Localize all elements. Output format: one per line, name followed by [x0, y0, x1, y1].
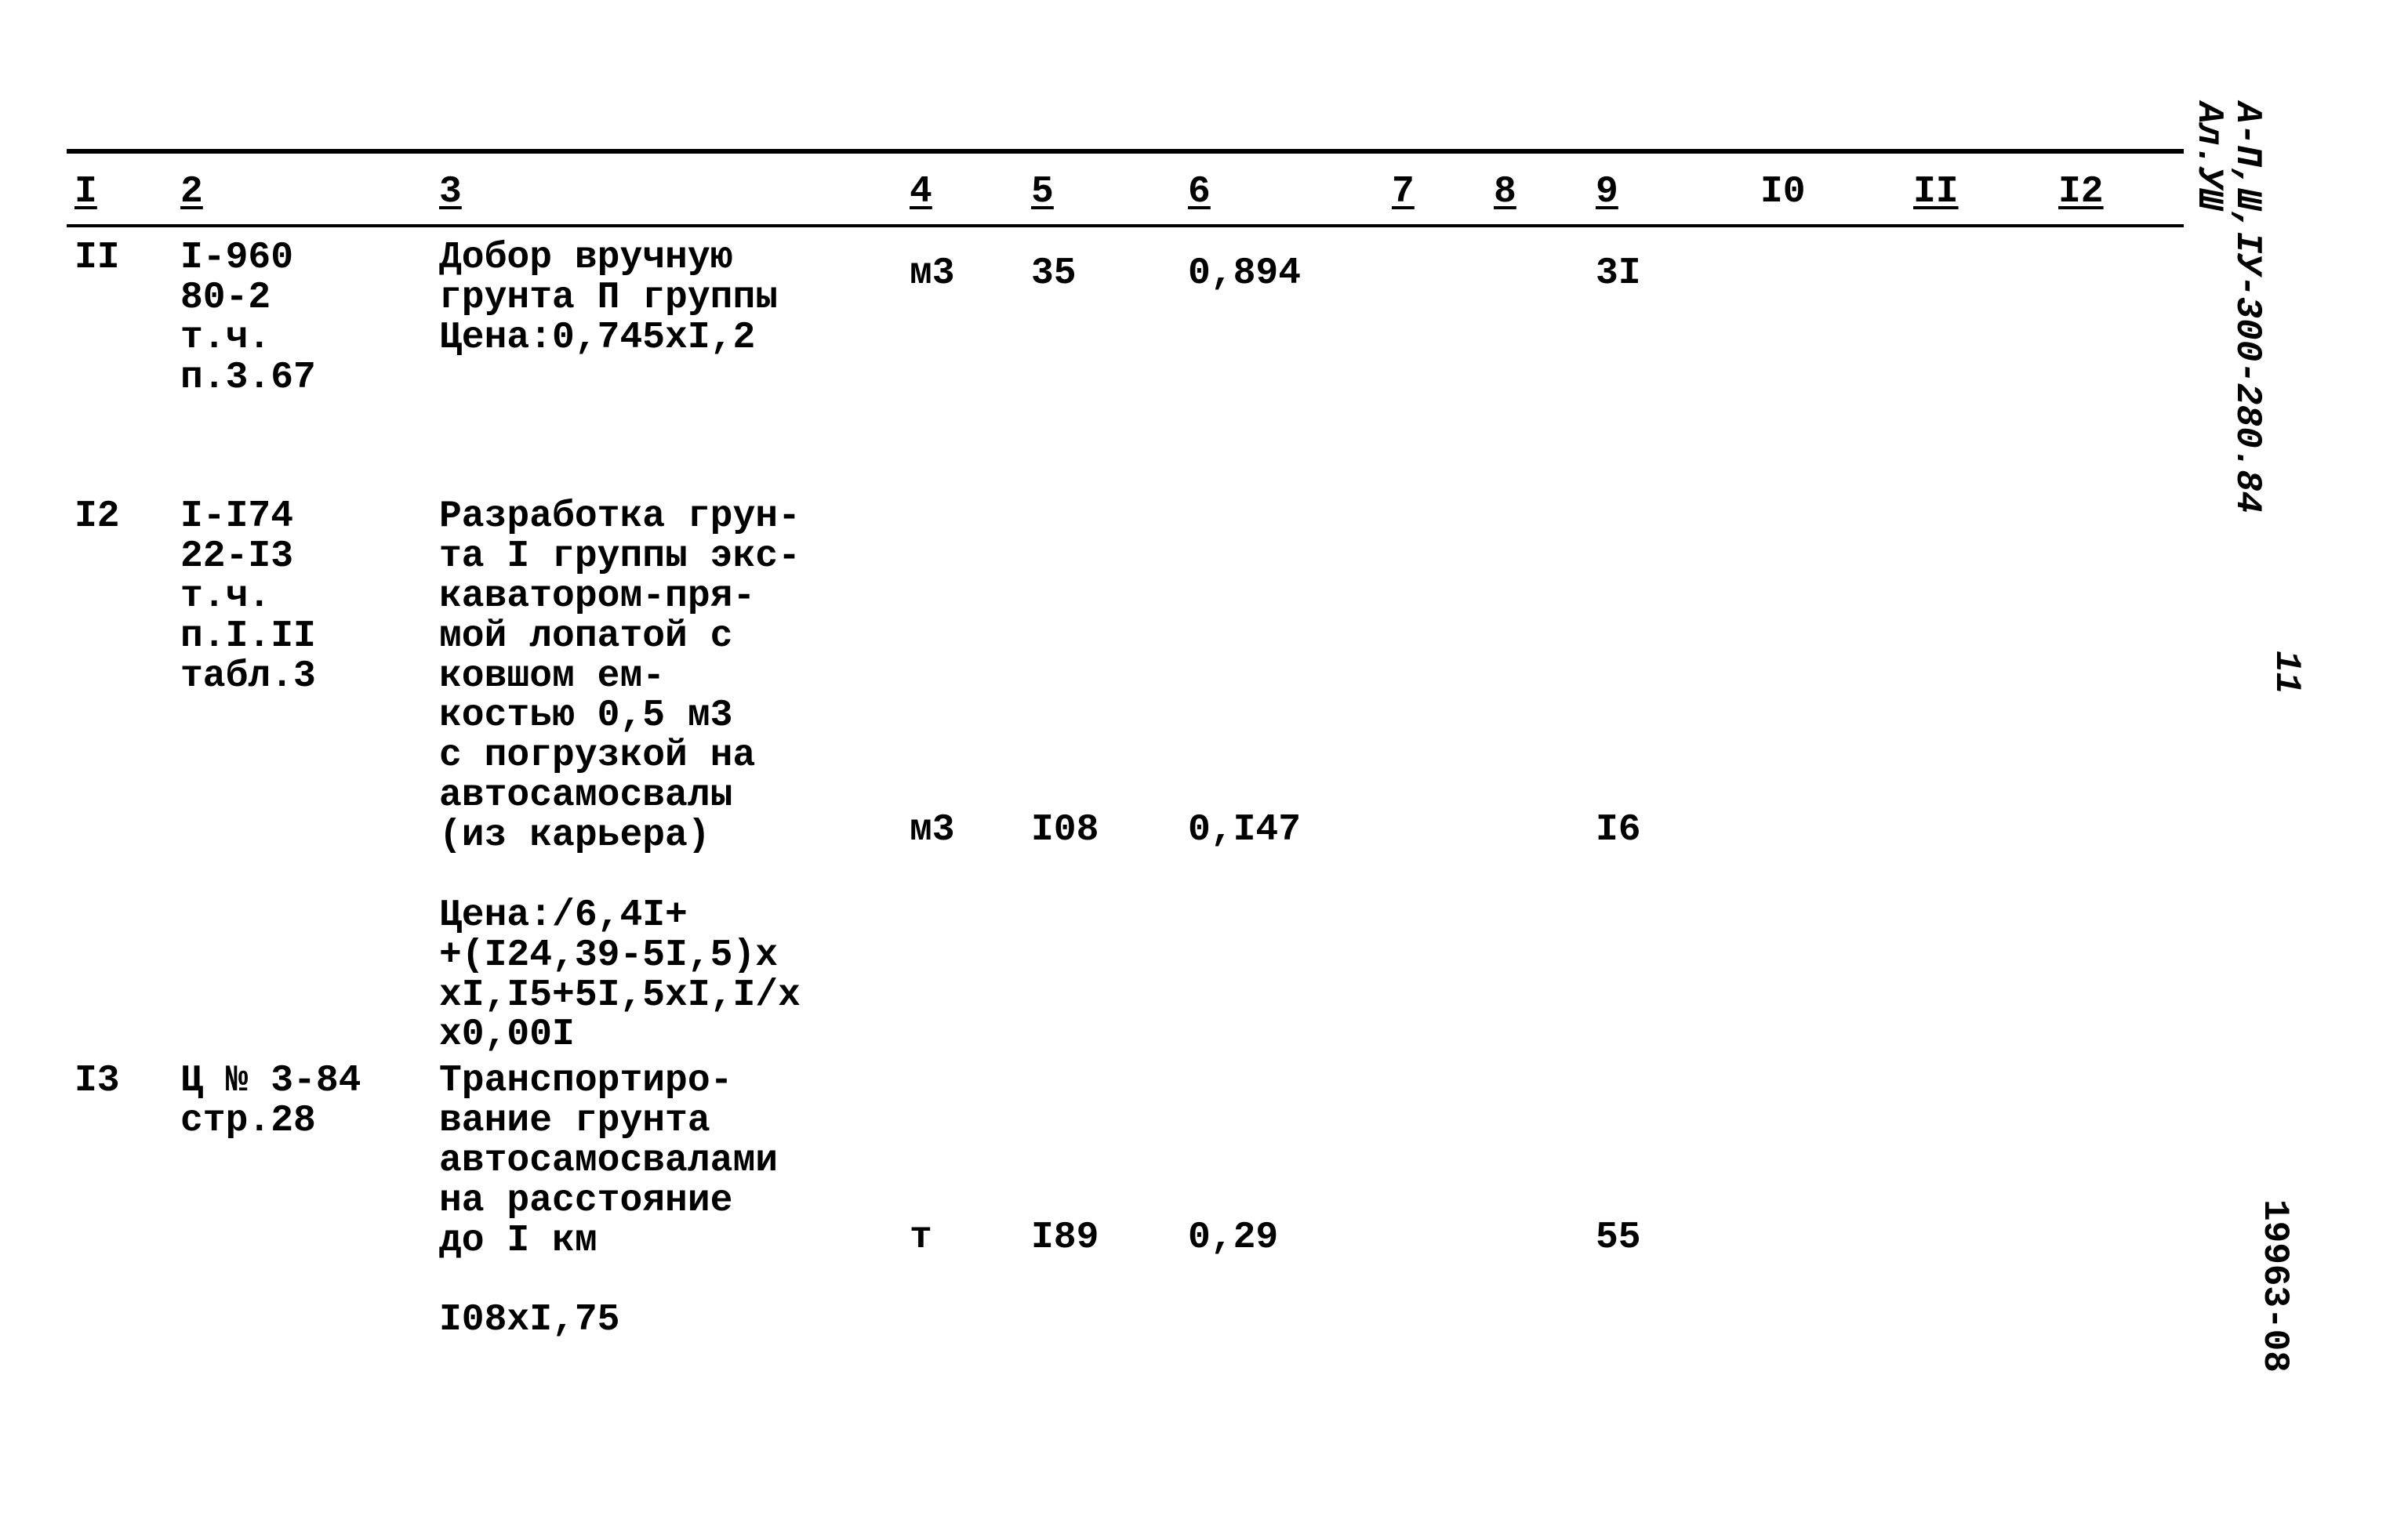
table-body: II I-960 80-2 т.ч. п.3.67 Добор вручную гр… [67, 238, 2184, 1359]
col-head-6: 6 [1188, 171, 1211, 213]
row-description: Разработка грун- та I группы экс- кавато… [439, 497, 801, 1055]
table-row: I3 Ц № 3-84 стр.28 Транспортиро- вание гру… [67, 1061, 2184, 1359]
row-qty: 35 [1031, 254, 1077, 294]
table-row: I2 I-I74 22-I3 т.ч. п.I.II табл.3 Разработ… [67, 497, 2184, 1061]
row-unit: м3 [910, 254, 955, 294]
row-code: I-I74 22-I3 т.ч. п.I.II табл.3 [180, 497, 316, 696]
col-head-10: I0 [1760, 171, 1806, 213]
row-qty: I08 [1031, 811, 1099, 851]
col-head-1: I [74, 171, 97, 213]
row-unit: т [910, 1218, 932, 1258]
side-code-bottom: 19963-08 [2255, 1199, 2294, 1373]
col-head-4: 4 [910, 171, 932, 213]
header-rule [67, 224, 2184, 227]
row-num: I3 [74, 1061, 120, 1101]
col-head-8: 8 [1494, 171, 1516, 213]
top-rule [67, 149, 2184, 154]
col-head-2: 2 [180, 171, 203, 213]
row-amount: I6 [1596, 811, 1641, 851]
col-head-11: II [1913, 171, 1959, 213]
row-code: I-960 80-2 т.ч. п.3.67 [180, 238, 316, 398]
row-rate: 0,29 [1188, 1218, 1278, 1258]
side-page-number: 11 [2267, 651, 2305, 694]
document-page: I 2 3 4 5 6 7 8 9 I0 II I2 II I-960 80-2 … [67, 149, 2184, 1359]
row-amount: 55 [1596, 1218, 1641, 1258]
row-rate: 0,I47 [1188, 811, 1301, 851]
row-num: II [74, 238, 120, 278]
col-head-7: 7 [1392, 171, 1415, 213]
row-description: Транспортиро- вание грунта автосамосвала… [439, 1061, 778, 1340]
row-unit: м3 [910, 811, 955, 851]
col-head-5: 5 [1031, 171, 1054, 213]
row-description: Добор вручную грунта П группы Цена:0,745… [439, 238, 778, 358]
table-row: II I-960 80-2 т.ч. п.3.67 Добор вручную гр… [67, 238, 2184, 497]
row-rate: 0,894 [1188, 254, 1301, 294]
row-amount: 3I [1596, 254, 1641, 294]
side-code-top: А-П,Ш,IУ-300-280.84 Ал.УШ [2190, 102, 2267, 513]
row-code: Ц № 3-84 стр.28 [180, 1061, 361, 1141]
col-head-12: I2 [2058, 171, 2104, 213]
col-head-9: 9 [1596, 171, 1618, 213]
row-qty: I89 [1031, 1218, 1099, 1258]
col-head-3: 3 [439, 171, 462, 213]
row-num: I2 [74, 497, 120, 537]
